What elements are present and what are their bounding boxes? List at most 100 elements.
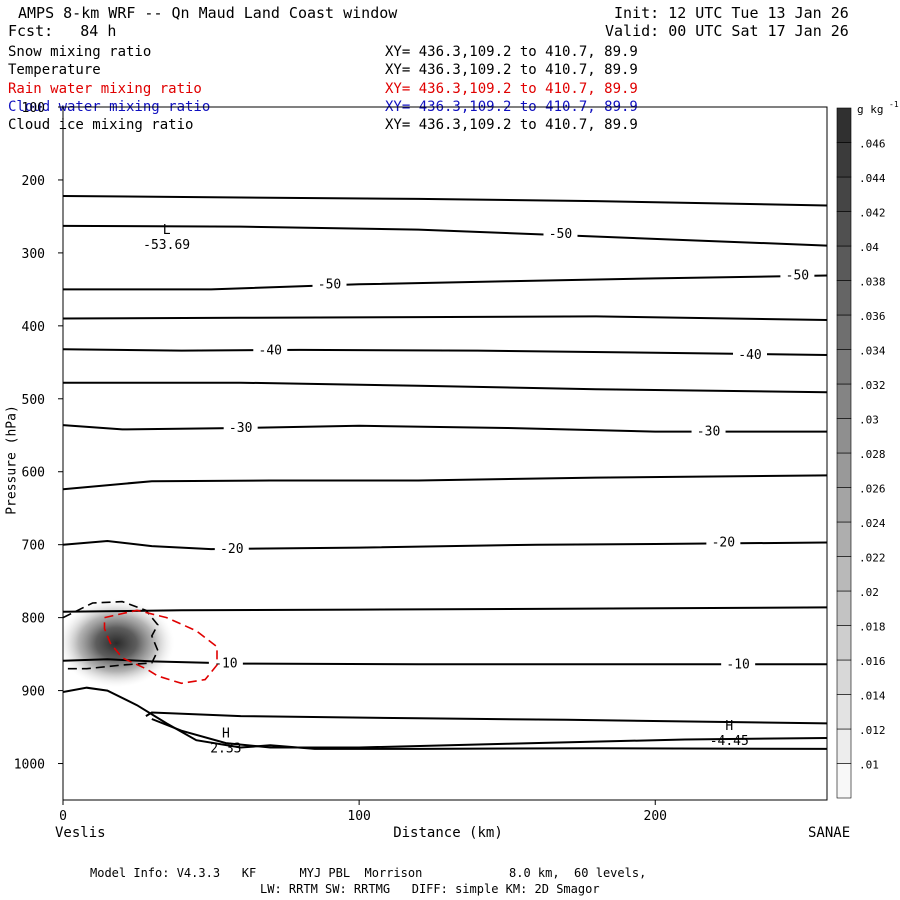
colorbar-tick-label: .034	[859, 345, 886, 358]
valid-time: Valid: 00 UTC Sat 17 Jan 26	[605, 22, 849, 40]
x-axis-label: Distance (km)	[393, 825, 503, 841]
isotherm-line	[145, 711, 827, 725]
left-endpoint-label: Veslis	[55, 825, 106, 841]
y-tick-label: 500	[22, 393, 45, 408]
extremum-value: -4.45	[710, 734, 749, 749]
colorbar-unit: g kg	[857, 103, 884, 116]
colorbar-tick-label: .04	[859, 241, 879, 254]
isotherm-line	[63, 474, 827, 491]
plot-frame	[62, 106, 828, 801]
colorbar-bin	[836, 349, 852, 385]
isotherm-line	[63, 686, 827, 750]
field-xy-rain: XY= 436.3,109.2 to 410.7, 89.9	[385, 81, 638, 97]
colorbar-unit-exponent: -1	[889, 100, 899, 109]
field-name-cloud-ice: Cloud ice mixing ratio	[8, 117, 194, 133]
y-tick-label: 400	[22, 320, 45, 335]
colorbar-tick-label: .028	[859, 448, 886, 461]
isotherm-label-bg	[706, 534, 741, 550]
colorbar-bin	[836, 142, 852, 178]
cloud-ice-contour	[63, 600, 159, 670]
field-xy-cloud-ice: XY= 436.3,109.2 to 410.7, 89.9	[385, 117, 638, 133]
x-tick-label: 200	[644, 809, 667, 824]
isotherm-line	[63, 424, 827, 433]
colorbar-bin	[836, 418, 852, 454]
isotherm-line	[63, 315, 827, 321]
y-tick-label: 200	[22, 174, 45, 189]
isotherm-label-bg	[214, 541, 249, 557]
y-tick-label: 900	[22, 685, 45, 700]
colorbar-tick-label: .012	[859, 724, 886, 737]
rain-water-contour	[103, 609, 218, 685]
extremum-value: 2.33	[210, 741, 241, 756]
isotherm-line	[63, 224, 827, 247]
extremum-value: -53.69	[143, 238, 190, 253]
colorbar-bin	[836, 694, 852, 730]
isotherm-label: -40	[738, 348, 761, 363]
y-tick-label: 100	[22, 101, 45, 116]
isotherm-label-bg	[223, 419, 258, 435]
colorbar-bin	[836, 107, 852, 143]
colorbar-bin	[836, 763, 852, 799]
isotherm-label: -50	[786, 269, 809, 284]
field-xy-temperature: XY= 436.3,109.2 to 410.7, 89.9	[385, 62, 638, 78]
chart-title: AMPS 8-km WRF -- Qn Maud Land Coast wind…	[18, 4, 398, 22]
isotherm-label: -10	[214, 657, 237, 672]
y-tick-label: 1000	[14, 758, 45, 773]
colorbar-bin	[836, 176, 852, 212]
isotherm-label-bg	[253, 342, 288, 358]
colorbar: .01 .012 .014 .016 .018 .02 .022 .024 .026 .028 .0…	[836, 100, 899, 799]
colorbar-tick-label: .03	[859, 414, 879, 427]
colorbar-bin	[836, 314, 852, 350]
axes: 100 200 300 400 500 600 700 800 900 1000 0 100 200	[14, 101, 667, 824]
colorbar-bin	[836, 452, 852, 488]
field-name-temperature: Temperature	[8, 62, 101, 78]
colorbar-tick-label: .038	[859, 276, 886, 289]
extremum-marker: L	[163, 223, 171, 238]
model-info-line-1: Model Info: V4.3.3 KF MYJ PBL Morrison 8…	[90, 866, 647, 880]
isotherm-label: -20	[712, 535, 735, 550]
colorbar-bin	[836, 590, 852, 626]
isotherm-line	[63, 539, 827, 551]
isotherm-line	[63, 195, 827, 207]
isotherm-line	[63, 348, 827, 356]
y-tick-label: 300	[22, 247, 45, 262]
isotherm-label-bg	[543, 225, 578, 241]
extremum-marker: H	[222, 726, 230, 741]
isotherm-line	[151, 718, 827, 749]
y-tick-label: 800	[22, 612, 45, 627]
field-name-snow: Snow mixing ratio	[8, 44, 152, 60]
colorbar-bin	[836, 728, 852, 764]
colorbar-bin	[836, 487, 852, 523]
model-info-line-2: LW: RRTM SW: RRTMG DIFF: simple KM: 2D S…	[260, 882, 600, 896]
isotherm-label: -30	[229, 421, 252, 436]
isotherm-label: -40	[259, 344, 282, 359]
isotherm-label: -50	[318, 277, 341, 292]
isotherm-label: -50	[549, 227, 572, 242]
colorbar-tick-label: .01	[859, 759, 879, 772]
colorbar-tick-label: .018	[859, 621, 886, 634]
colorbar-tick-label: .046	[859, 138, 886, 151]
colorbar-bin	[836, 521, 852, 557]
colorbar-bin	[836, 556, 852, 592]
colorbar-tick-label: .036	[859, 310, 886, 323]
forecast-hour: Fcst: 84 h	[8, 22, 117, 40]
colorbar-tick-label: .026	[859, 483, 886, 496]
colorbar-tick-label: .044	[859, 172, 886, 185]
y-tick-label: 600	[22, 466, 45, 481]
field-xy-snow: XY= 436.3,109.2 to 410.7, 89.9	[385, 44, 638, 60]
isotherm-label: -30	[697, 425, 720, 440]
colorbar-tick-label: .022	[859, 552, 886, 565]
colorbar-tick-label: .016	[859, 655, 886, 668]
right-endpoint-label: SANAE	[808, 825, 850, 841]
colorbar-tick-label: .014	[859, 690, 886, 703]
colorbar-bin	[836, 245, 852, 281]
colorbar-bin	[836, 659, 852, 695]
y-tick-label: 700	[22, 539, 45, 554]
colorbar-tick-label: .024	[859, 517, 886, 530]
colorbar-tick-label: .02	[859, 586, 879, 599]
init-time: Init: 12 UTC Tue 13 Jan 26	[614, 4, 849, 22]
extremum-marker: H	[725, 719, 733, 734]
field-name-rain: Rain water mixing ratio	[8, 81, 202, 97]
colorbar-bin	[836, 625, 852, 661]
